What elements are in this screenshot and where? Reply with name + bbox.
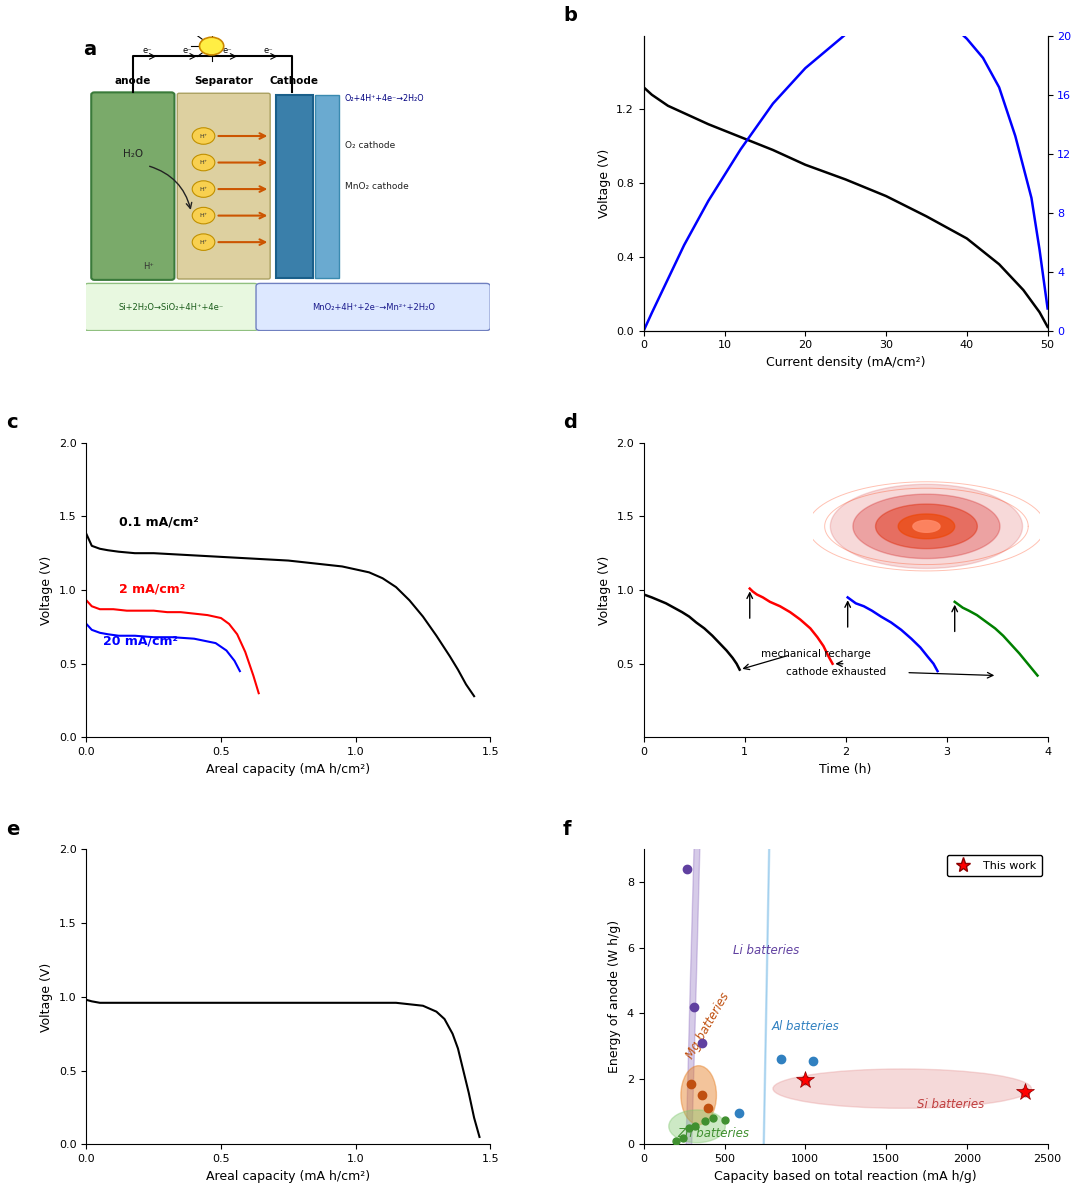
Circle shape <box>200 37 224 55</box>
Text: mechanical recharge: mechanical recharge <box>760 648 870 659</box>
Circle shape <box>192 234 215 250</box>
Text: Mg batteries: Mg batteries <box>685 989 732 1061</box>
Text: O₂+4H⁺+4e⁻→2H₂O: O₂+4H⁺+4e⁻→2H₂O <box>345 94 424 103</box>
Legend: This work: This work <box>946 855 1042 876</box>
FancyBboxPatch shape <box>84 284 258 330</box>
Text: e: e <box>5 820 19 839</box>
Ellipse shape <box>711 0 820 1192</box>
X-axis label: Capacity based on total reaction (mA h/g): Capacity based on total reaction (mA h/g… <box>714 1169 977 1182</box>
Y-axis label: Voltage (V): Voltage (V) <box>597 555 610 625</box>
Text: c: c <box>5 412 17 432</box>
Ellipse shape <box>680 1066 716 1125</box>
Y-axis label: Voltage (V): Voltage (V) <box>40 962 53 1031</box>
Circle shape <box>192 207 215 224</box>
Text: H⁺: H⁺ <box>144 262 154 271</box>
Text: 0.1 mA/cm²: 0.1 mA/cm² <box>119 515 199 528</box>
Circle shape <box>192 128 215 144</box>
Text: H⁺: H⁺ <box>200 213 207 218</box>
Text: cathode exhausted: cathode exhausted <box>785 666 886 677</box>
FancyBboxPatch shape <box>314 94 339 278</box>
Text: d: d <box>563 412 577 432</box>
Circle shape <box>192 154 215 170</box>
Ellipse shape <box>773 1069 1031 1109</box>
Y-axis label: Voltage (V): Voltage (V) <box>40 555 53 625</box>
Text: b: b <box>563 6 577 25</box>
Text: 2 mA/cm²: 2 mA/cm² <box>119 583 185 596</box>
FancyBboxPatch shape <box>256 284 490 330</box>
Text: MnO₂+4H⁺+2e⁻→Mn²⁺+2H₂O: MnO₂+4H⁺+2e⁻→Mn²⁺+2H₂O <box>312 303 434 312</box>
Text: Si batteries: Si batteries <box>917 1098 984 1111</box>
Text: Separator: Separator <box>194 76 253 87</box>
FancyBboxPatch shape <box>177 93 270 279</box>
Text: e⁻: e⁻ <box>222 46 232 55</box>
Ellipse shape <box>676 330 712 1192</box>
FancyBboxPatch shape <box>276 94 312 278</box>
Ellipse shape <box>669 1110 726 1143</box>
Text: Zn batteries: Zn batteries <box>677 1128 750 1140</box>
FancyBboxPatch shape <box>91 92 175 280</box>
Text: e⁻: e⁻ <box>143 46 152 55</box>
X-axis label: Current density (mA/cm²): Current density (mA/cm²) <box>766 356 926 368</box>
Text: H⁺: H⁺ <box>200 187 207 192</box>
Text: Cathode: Cathode <box>270 76 319 87</box>
Text: a: a <box>83 41 96 60</box>
Y-axis label: Voltage (V): Voltage (V) <box>597 149 610 218</box>
Text: Al batteries: Al batteries <box>771 1019 839 1032</box>
Text: Li batteries: Li batteries <box>732 944 799 957</box>
Text: H₂O: H₂O <box>123 149 143 159</box>
Y-axis label: Energy of anode (W h/g): Energy of anode (W h/g) <box>608 920 621 1074</box>
X-axis label: Time (h): Time (h) <box>820 763 872 776</box>
Text: H⁺: H⁺ <box>200 240 207 244</box>
Text: Si+2H₂O→SiO₂+4H⁺+4e⁻: Si+2H₂O→SiO₂+4H⁺+4e⁻ <box>119 303 224 312</box>
Text: H⁺: H⁺ <box>200 134 207 138</box>
Text: 20 mA/cm²: 20 mA/cm² <box>103 634 177 647</box>
Text: e⁻: e⁻ <box>264 46 273 55</box>
X-axis label: Areal capacity (mA h/cm²): Areal capacity (mA h/cm²) <box>206 763 370 776</box>
Text: anode: anode <box>114 76 151 87</box>
Text: O₂ cathode: O₂ cathode <box>345 141 395 150</box>
Text: H⁺: H⁺ <box>200 160 207 164</box>
Text: e⁻: e⁻ <box>183 46 192 55</box>
Text: MnO₂ cathode: MnO₂ cathode <box>345 182 408 191</box>
Circle shape <box>192 181 215 198</box>
Text: f: f <box>563 820 571 839</box>
X-axis label: Areal capacity (mA h/cm²): Areal capacity (mA h/cm²) <box>206 1169 370 1182</box>
